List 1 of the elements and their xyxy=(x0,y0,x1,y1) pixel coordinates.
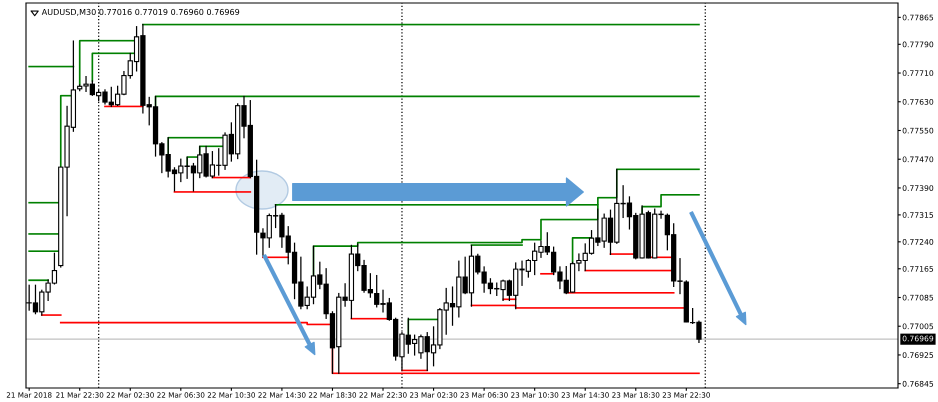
text: AUDUSD,M30 0.77016 0.77019 0.76960 0.76969 xyxy=(42,8,240,16)
